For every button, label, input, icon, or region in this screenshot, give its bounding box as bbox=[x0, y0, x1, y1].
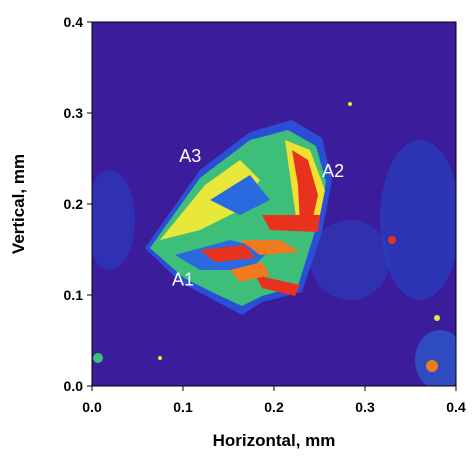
y-tick-label: 0.4 bbox=[64, 14, 84, 30]
y-tick-label: 0.2 bbox=[64, 196, 84, 212]
x-tick-label: 0.1 bbox=[173, 399, 193, 415]
x-tick-label: 0.3 bbox=[355, 399, 375, 415]
y-tick-label: 0.3 bbox=[64, 105, 84, 121]
y-tick-label: 0.1 bbox=[64, 287, 84, 303]
y-tick-label: 0.0 bbox=[64, 378, 84, 394]
y-axis-title: Vertical, mm bbox=[9, 154, 28, 254]
annotation: A3 bbox=[179, 146, 201, 166]
x-axis-title: Horizontal, mm bbox=[213, 431, 336, 450]
x-tick-label: 0.2 bbox=[264, 399, 284, 415]
x-tick-label: 0.4 bbox=[446, 399, 466, 415]
heatmap-image bbox=[92, 22, 456, 386]
x-tick-label: 0.0 bbox=[82, 399, 102, 415]
annotation: A1 bbox=[172, 270, 194, 290]
annotation: A2 bbox=[322, 161, 344, 181]
